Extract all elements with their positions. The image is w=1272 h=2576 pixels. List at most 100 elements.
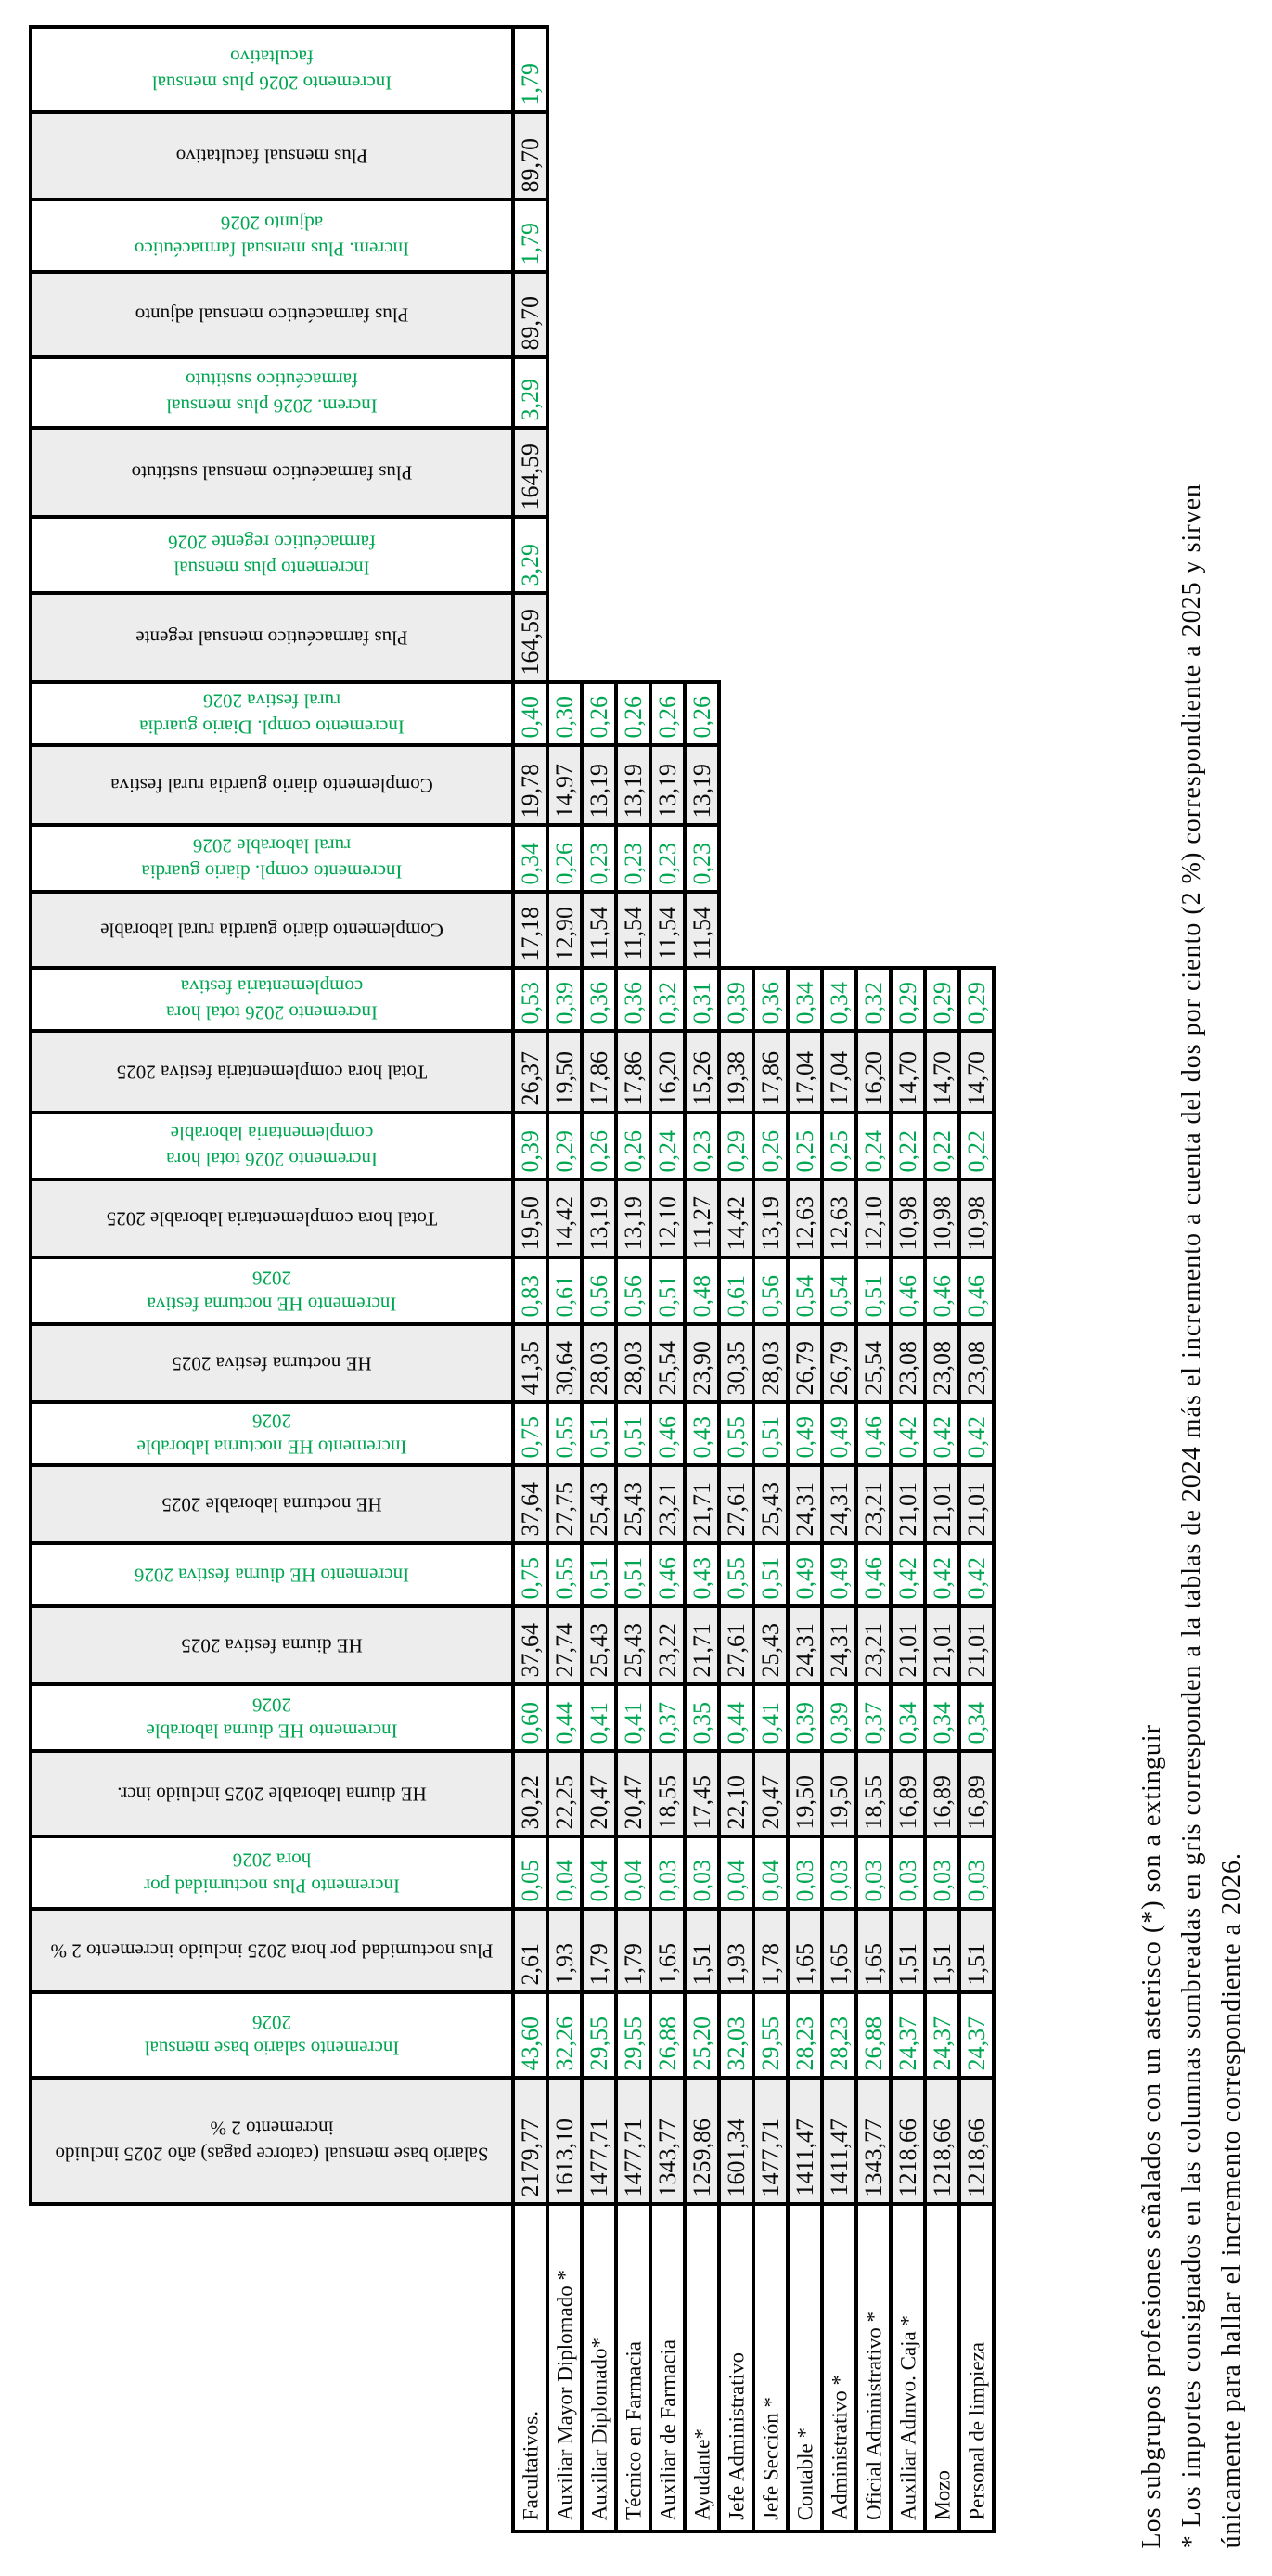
value-text: 26,37 [516, 1050, 544, 1106]
value-text: 26,79 [790, 1340, 818, 1396]
value-cell: 0,42 [957, 1400, 996, 1467]
value-text: 1477,71 [619, 2118, 647, 2197]
category-label-cell: Auxiliar Admvo. Caja * [889, 2202, 927, 2533]
value-cell: 0,41 [752, 1682, 790, 1753]
value-cell: 0,55 [717, 1541, 755, 1608]
value-cell: 27,75 [546, 1463, 584, 1545]
value-text: 0,54 [790, 1274, 818, 1318]
value-text: 15,26 [687, 1050, 715, 1106]
value-text: 0,22 [893, 1129, 921, 1173]
empty-cell [822, 428, 856, 517]
value-cell: 16,89 [889, 1749, 927, 1838]
row-header: Incremento HE diurna festiva 2026 [29, 1541, 515, 1608]
row-header: Incremento salario base mensual 2026 [29, 1990, 515, 2080]
value-text: 27,74 [550, 1622, 578, 1678]
value-cell: 22,10 [717, 1749, 755, 1838]
value-cell: 11,54 [614, 890, 652, 970]
value-text: 0,55 [722, 1415, 750, 1459]
value-cell: 24,37 [957, 1990, 996, 2080]
empty-cell [650, 517, 685, 593]
empty-cell [891, 357, 925, 428]
value-text: 0,42 [928, 1556, 956, 1600]
value-text: 0,44 [550, 1701, 578, 1745]
row-header-label: Incremento 2026 total hora complementari… [166, 976, 379, 1024]
row-header: Incremento compl. diario guardia rural l… [29, 823, 515, 894]
value-text: 1343,77 [653, 2118, 681, 2197]
value-cell: 17,04 [820, 1029, 858, 1114]
value-cell: 32,26 [546, 1990, 584, 2080]
empty-cell [616, 272, 650, 357]
empty-cell [925, 517, 959, 593]
value-cell: 0,56 [614, 1256, 652, 1326]
value-text: 21,71 [687, 1481, 715, 1537]
row-header-label: Incremento HE nocturna laborable 2026 [136, 1410, 407, 1459]
category-label-cell: Contable * [786, 2202, 824, 2533]
empty-cell [959, 892, 994, 968]
empty-cell [891, 745, 925, 825]
value-cell: 15,26 [683, 1029, 721, 1114]
value-text: 0,49 [825, 1415, 853, 1459]
value-text: 0,29 [550, 1129, 578, 1173]
empty-cell [719, 593, 753, 682]
value-cell: 0,32 [854, 966, 893, 1033]
empty-cell [788, 272, 822, 357]
value-cell: 3,29 [511, 355, 549, 430]
value-cell: 0,37 [649, 1682, 687, 1753]
value-cell: 1218,66 [923, 2076, 961, 2206]
value-text: 23,08 [893, 1340, 921, 1396]
value-cell: 0,39 [511, 1111, 549, 1181]
empty-cell [891, 517, 925, 593]
value-text: 1,93 [722, 1942, 750, 1986]
value-cell: 18,55 [649, 1749, 687, 1838]
row-header-label: Incremento 2026 plus mensual facultativo [151, 46, 392, 95]
empty-cell [822, 892, 856, 968]
value-text: 1477,71 [756, 2118, 784, 2197]
value-text: 25,54 [859, 1340, 887, 1396]
empty-cell [582, 272, 616, 357]
value-text: 17,86 [619, 1050, 647, 1106]
empty-cell [856, 428, 891, 517]
value-cell: 1343,77 [854, 2076, 893, 2206]
value-text: 13,19 [619, 1195, 647, 1251]
value-cell: 13,19 [752, 1178, 790, 1259]
value-cell: 0,23 [614, 823, 652, 894]
empty-cell [822, 517, 856, 593]
value-cell: 21,71 [683, 1463, 721, 1545]
table-row: Incremento HE nocturna laborable 2026 0,7… [29, 1400, 996, 1467]
value-text: 0,55 [722, 1556, 750, 1600]
value-cell: 20,47 [580, 1749, 618, 1838]
value-cell: 0,03 [889, 1835, 927, 1911]
value-cell: 28,23 [786, 1990, 824, 2080]
value-cell: 0,29 [957, 966, 996, 1033]
value-cell: 25,20 [683, 1990, 721, 2080]
value-cell: 0,48 [683, 1256, 721, 1326]
value-cell: 1,93 [546, 1907, 584, 1994]
value-cell: 25,43 [614, 1604, 652, 1686]
empty-cell [925, 272, 959, 357]
value-cell: 0,56 [580, 1256, 618, 1326]
value-cell: 21,01 [923, 1463, 961, 1545]
value-cell: 1,79 [511, 198, 549, 274]
value-text: 16,20 [653, 1050, 681, 1106]
value-cell: 1,51 [889, 1907, 927, 1994]
table-row: HE diurna festiva 2025 37,64 27,74 25,43 25,… [29, 1604, 996, 1686]
empty-cell [753, 27, 788, 112]
value-cell: 0,26 [649, 680, 687, 747]
value-cell: 0,75 [511, 1400, 549, 1467]
table-row: HE nocturna laborable 2025 37,64 27,75 25,4… [29, 1463, 996, 1545]
value-cell: 25,54 [854, 1322, 893, 1404]
empty-cell [822, 112, 856, 200]
row-header-label: Plus farmacéutico mensual regente [135, 626, 408, 650]
value-cell: 24,31 [786, 1463, 824, 1545]
value-text: 1,51 [962, 1942, 990, 1986]
empty-cell [753, 112, 788, 200]
empty-cell [582, 27, 616, 112]
value-cell: 23,21 [649, 1463, 687, 1545]
row-header: Salario base mensual (catorce pagas) año… [29, 2076, 515, 2206]
value-cell: 0,39 [546, 966, 584, 1033]
value-cell: 16,89 [923, 1749, 961, 1838]
empty-cell [925, 200, 959, 272]
value-cell: 10,98 [923, 1178, 961, 1259]
empty-cell [547, 272, 582, 357]
value-cell: 25,43 [614, 1463, 652, 1545]
